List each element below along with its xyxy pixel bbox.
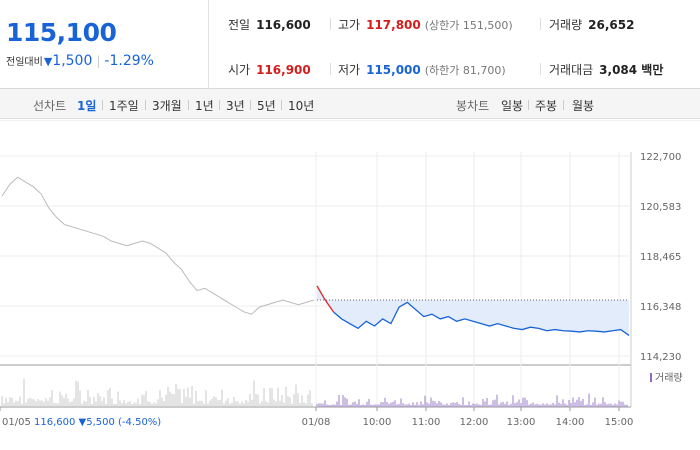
low-label: 저가 bbox=[338, 63, 361, 77]
volume-cell: 거래량 26,652 bbox=[549, 16, 634, 33]
tab-1year[interactable]: 1년 bbox=[195, 99, 214, 113]
prev-close-cell: 전일 116,600 bbox=[228, 16, 311, 33]
x-tick-label: 01/05 bbox=[2, 417, 31, 428]
x-tick-label: 10:00 bbox=[363, 417, 392, 428]
volume-label: 거래량 bbox=[549, 18, 583, 32]
y-tick-label: 118,465 bbox=[640, 252, 681, 263]
price-box: 115,100 전일대비▼1,500 | -1.29% bbox=[0, 0, 209, 89]
lower-limit: (하한가 81,700) bbox=[424, 64, 506, 77]
volume-legend-label: 거래량 bbox=[655, 372, 683, 384]
line-chart-label: 선차트 bbox=[33, 99, 67, 113]
tab-daily-candle[interactable]: 일봉 bbox=[501, 99, 524, 113]
tab-weekly-candle[interactable]: 주봉 bbox=[535, 99, 558, 113]
candle-chart-label: 봉차트 bbox=[456, 99, 490, 113]
high-cell: 고가 117,800 (상한가 151,500) bbox=[338, 16, 513, 33]
low-value: 115,000 bbox=[366, 63, 421, 77]
open-label: 시가 bbox=[228, 63, 251, 77]
divider bbox=[250, 100, 251, 110]
x-tick-label: 01/08 bbox=[302, 417, 331, 428]
open-value: 116,900 bbox=[256, 63, 311, 77]
volume-value: 26,652 bbox=[588, 18, 635, 32]
x-tick-label: 12:00 bbox=[460, 417, 489, 428]
current-price: 115,100 bbox=[6, 18, 117, 47]
volume-legend-swatch bbox=[650, 373, 652, 382]
change-percent: -1.29% bbox=[104, 53, 154, 69]
y-tick-label: 120,583 bbox=[640, 202, 681, 213]
y-tick-label: 122,700 bbox=[640, 152, 681, 163]
divider bbox=[219, 100, 220, 110]
footer-price-info: 116,600 ▼5,500 (-4.50%) bbox=[34, 417, 161, 428]
down-triangle-icon: ▼ bbox=[43, 55, 53, 68]
prev-close-value: 116,600 bbox=[256, 18, 311, 32]
divider bbox=[330, 63, 331, 75]
tab-3year[interactable]: 3년 bbox=[226, 99, 245, 113]
amount-cell: 거래대금 3,084 백만 bbox=[549, 61, 663, 78]
prev-close-label: 전일 bbox=[228, 18, 251, 32]
tab-10year[interactable]: 10년 bbox=[288, 99, 315, 113]
high-label: 고가 bbox=[338, 18, 361, 32]
x-tick-label: 14:00 bbox=[556, 417, 585, 428]
tab-monthly-candle[interactable]: 월봉 bbox=[572, 99, 595, 113]
y-tick-label: 116,348 bbox=[640, 302, 681, 313]
opening-up-segment bbox=[316, 285, 334, 313]
tab-1day[interactable]: 1일 bbox=[77, 99, 97, 113]
price-chart[interactable]: 122,700 120,583 118,465 116,348 114,230 01/05… bbox=[0, 120, 700, 450]
x-tick-label: 15:00 bbox=[605, 417, 634, 428]
change-divider: | bbox=[96, 54, 101, 68]
divider bbox=[281, 100, 282, 110]
amount-label: 거래대금 bbox=[549, 63, 594, 77]
divider bbox=[540, 63, 541, 75]
divider bbox=[540, 18, 541, 30]
tab-1week[interactable]: 1주일 bbox=[109, 99, 139, 113]
change-row: 전일대비▼1,500 | -1.29% bbox=[6, 53, 154, 69]
amount-value: 3,084 백만 bbox=[599, 63, 664, 77]
change-label: 전일대비 bbox=[6, 57, 43, 68]
y-tick-label: 114,230 bbox=[640, 352, 681, 363]
period-tab-bar: 선차트 1일 1주일 3개월 1년 3년 5년 10년 봉차트 일봉 주봉 월봉 bbox=[0, 89, 700, 119]
tab-3month[interactable]: 3개월 bbox=[152, 99, 182, 113]
high-value: 117,800 bbox=[366, 18, 421, 32]
divider bbox=[102, 100, 103, 110]
below-close-area bbox=[317, 285, 629, 336]
divider bbox=[145, 100, 146, 110]
quote-panel: 115,100 전일대비▼1,500 | -1.29% 전일 116,600 고가 11… bbox=[0, 0, 700, 89]
previous-day-price-line bbox=[1, 176, 315, 315]
upper-limit: (상한가 151,500) bbox=[424, 19, 513, 32]
divider bbox=[188, 100, 189, 110]
divider bbox=[528, 100, 529, 110]
divider bbox=[563, 100, 564, 110]
today-price-line bbox=[332, 301, 630, 336]
x-tick-label: 11:00 bbox=[412, 417, 441, 428]
divider bbox=[330, 18, 331, 30]
tab-5year[interactable]: 5년 bbox=[257, 99, 276, 113]
open-cell: 시가 116,900 bbox=[228, 61, 311, 78]
low-cell: 저가 115,000 (하한가 81,700) bbox=[338, 61, 506, 78]
change-amount: 1,500 bbox=[52, 53, 93, 69]
x-tick-label: 13:00 bbox=[507, 417, 536, 428]
